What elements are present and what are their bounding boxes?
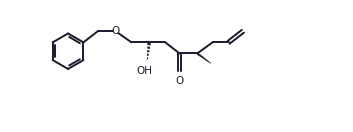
Text: OH: OH [136, 65, 152, 76]
Text: O: O [111, 26, 120, 36]
Polygon shape [197, 52, 211, 63]
Text: O: O [175, 76, 184, 86]
